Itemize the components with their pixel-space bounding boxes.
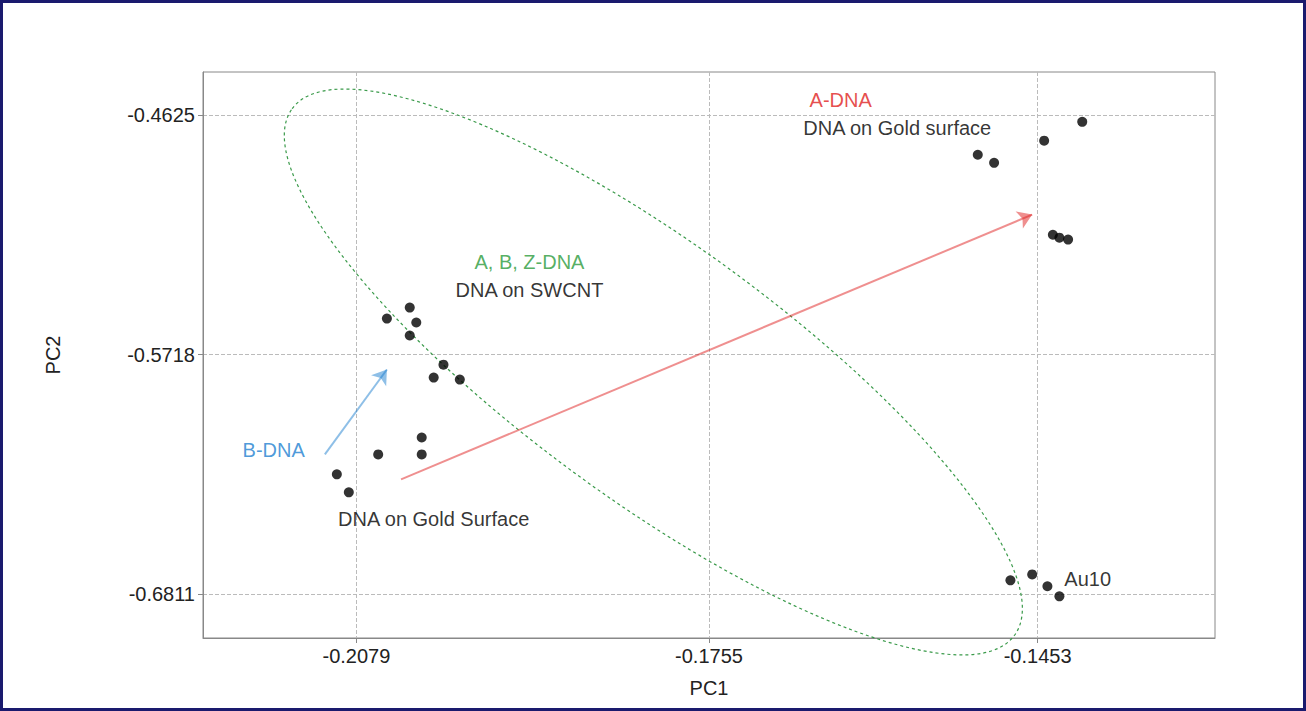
- svg-text:DNA on SWCNT: DNA on SWCNT: [456, 279, 604, 301]
- svg-text:PC1: PC1: [690, 677, 729, 699]
- svg-text:A, B, Z-DNA: A, B, Z-DNA: [474, 251, 585, 273]
- svg-text:-0.5718: -0.5718: [127, 344, 195, 366]
- svg-text:-0.1755: -0.1755: [675, 645, 743, 667]
- svg-text:-0.2079: -0.2079: [323, 645, 391, 667]
- svg-text:-0.1453: -0.1453: [1004, 645, 1072, 667]
- svg-text:-0.6811: -0.6811: [129, 583, 195, 605]
- svg-text:-0.4625: -0.4625: [127, 104, 195, 126]
- svg-text:PC2: PC2: [42, 336, 64, 375]
- svg-text:Au10: Au10: [1064, 568, 1111, 590]
- svg-text:B-DNA: B-DNA: [243, 439, 306, 461]
- svg-text:DNA on Gold surface: DNA on Gold surface: [803, 117, 991, 139]
- svg-text:DNA on Gold Surface: DNA on Gold Surface: [338, 508, 529, 530]
- svg-text:A-DNA: A-DNA: [810, 89, 873, 111]
